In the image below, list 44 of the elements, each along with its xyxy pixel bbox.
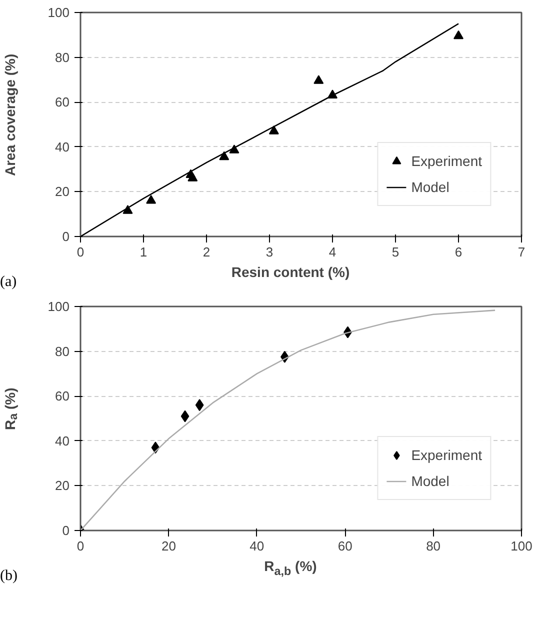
legend-label: Model [411,179,450,195]
y-tick-label: 0 [62,523,70,538]
x-tick-label: 6 [454,244,462,260]
text: (b) [0,567,18,586]
x-tick-label: 4 [328,244,336,260]
legend-label: Model [411,473,450,489]
y-tick-label: 0 [62,229,70,244]
x-tick-label: 80 [426,538,441,554]
y-tick-label: 40 [55,433,70,448]
point [188,172,198,182]
point [146,194,156,204]
point [314,75,324,84]
point [219,151,230,160]
point [180,410,190,422]
point [454,30,464,40]
x-tick-label: 5 [392,244,400,260]
y-tick-label: 40 [55,139,70,154]
x-axis-title: R$_{a,b}$ (%) [263,557,318,580]
text: (a) [0,273,17,292]
legend-label: Experiment [411,447,482,463]
x-tick-label: 100 [510,538,532,554]
x-tick-label: 3 [266,244,274,260]
point [268,126,279,134]
y-tick-label: 60 [55,94,70,110]
x-tick-label: 7 [518,244,526,260]
y-tick-label: 60 [55,388,70,404]
x-axis-title: Resin content (%) [230,263,351,282]
legend-label: Experiment [411,153,482,169]
x-tick-label: 20 [161,538,176,554]
y-tick-label: 100 [48,5,70,20]
y-tick-label: 20 [55,184,70,200]
y-tick-label: 100 [48,299,70,314]
line-series [80,310,496,530]
x-tick-label: 2 [202,244,210,260]
y-tick-label: 20 [55,478,70,494]
x-tick-label: 0 [76,538,84,554]
y-tick-label: 80 [55,50,70,65]
y-axis-title: Area coverage (%) [1,52,19,178]
x-tick-label: 0 [76,244,84,260]
x-tick-label: 60 [338,538,352,554]
y-tick-label: 80 [55,344,70,359]
point [195,399,204,412]
x-tick-label: 1 [140,244,148,260]
x-tick-label: 40 [250,538,264,554]
